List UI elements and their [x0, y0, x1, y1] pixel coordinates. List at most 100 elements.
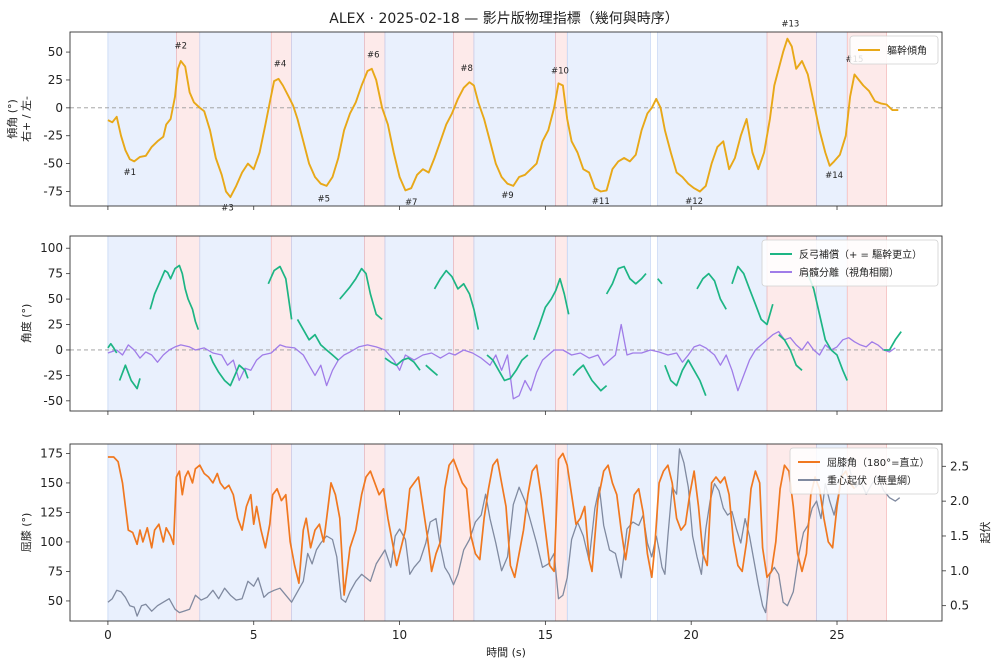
phase-band [364, 236, 386, 411]
right-tick-label: 1.5 [950, 529, 969, 543]
phase-band [453, 236, 475, 411]
event-annotation: #4 [274, 60, 287, 70]
right-tick-label: 0.5 [950, 599, 969, 613]
y-tick-label: 50 [48, 594, 63, 608]
legend-label: 重心起伏（無量綱） [827, 474, 917, 487]
event-annotation: #13 [781, 19, 799, 29]
phase-band [657, 32, 768, 206]
phase-band [291, 236, 365, 411]
phase-band [473, 236, 556, 411]
event-annotation: #2 [175, 42, 188, 52]
counter-series-line [433, 269, 480, 330]
legend-box [789, 447, 939, 495]
phase-band [107, 236, 177, 411]
event-annotation: #8 [460, 64, 473, 74]
phase-band [657, 444, 768, 621]
y-tick-label: -50 [43, 394, 63, 408]
phase-band [566, 444, 651, 621]
knee-series-line [107, 452, 856, 596]
event-annotation: #9 [501, 191, 514, 201]
y-tick-label: 100 [40, 535, 63, 549]
x-tick-label: 20 [684, 628, 699, 642]
counter-series-line [883, 331, 902, 351]
legend-label: 反弓補償（+ = 驅幹更立） [799, 248, 922, 261]
phase-band [473, 444, 556, 621]
phase-band [107, 32, 177, 206]
event-annotation: #14 [825, 171, 843, 181]
counter-series-line [731, 265, 774, 326]
y-axis-label: 右+ / 左- [19, 96, 33, 142]
phase-band [107, 444, 177, 621]
event-annotation: #7 [405, 198, 418, 208]
right-tick-label: 2.5 [950, 459, 969, 473]
y-tick-label: 50 [48, 45, 63, 59]
phase-band [199, 32, 272, 206]
shoulder-hip-series-line [107, 323, 896, 400]
event-annotation: #12 [685, 197, 703, 207]
counter-series-line [296, 318, 339, 361]
phase-band [384, 32, 454, 206]
phase-band [270, 236, 292, 411]
chart-title: ALEX · 2025-02-18 — 影片版物理指標（幾何與時序） [329, 11, 678, 27]
legend-box [761, 239, 939, 287]
x-tick-label: 5 [250, 628, 258, 642]
counter-series-line [657, 278, 663, 285]
phase-band [199, 444, 272, 621]
y-tick-label: -75 [43, 185, 63, 199]
phase-band [364, 444, 386, 621]
event-annotation: #5 [317, 195, 330, 205]
axes-frame [69, 31, 943, 207]
plot-area [107, 444, 901, 621]
counter-series-line [572, 364, 608, 392]
plot-area [70, 32, 942, 206]
right-axis-label: 起伏 [978, 522, 992, 544]
legend-label: 屈膝角（180°=直立） [827, 456, 929, 469]
phase-band [176, 32, 201, 206]
y-axis-label: 角度 (°) [19, 304, 33, 344]
counter-series-line [696, 272, 727, 310]
counter-series-line [107, 342, 118, 354]
event-annotation: #1 [124, 168, 137, 178]
y-tick-label: 150 [40, 476, 63, 490]
counter-series-line [149, 264, 200, 330]
counter-series-line [486, 354, 529, 382]
legend: 軀幹傾角 [849, 35, 939, 65]
y-tick-label: 125 [40, 505, 63, 519]
y-tick-label: 0 [55, 101, 63, 115]
right-tick-label: 2.0 [950, 494, 969, 508]
phase-band [657, 236, 768, 411]
legend-label: 軀幹傾角 [887, 44, 927, 57]
y-tick-label: -50 [43, 157, 63, 171]
y-tick-label: 75 [48, 267, 63, 281]
right-tick-label: 1.0 [950, 564, 969, 578]
y-tick-label: 100 [40, 241, 63, 255]
legend-label: 肩髖分離（視角相關） [799, 266, 899, 279]
y-tick-label: 50 [48, 292, 63, 306]
y-axis-label: 傾角 (°) [5, 99, 19, 139]
event-annotation: #3 [221, 203, 234, 213]
counter-series-line [664, 359, 707, 397]
counter-series-line [384, 357, 421, 371]
phase-band [453, 32, 475, 206]
tilt-series-line [107, 37, 899, 199]
x-tick-label: 15 [538, 628, 553, 642]
counter-series-line [605, 265, 647, 295]
x-tick-label: 0 [104, 628, 112, 642]
y-tick-label: -25 [43, 368, 63, 382]
y-tick-label: 0 [55, 343, 63, 357]
axes-frame [69, 235, 943, 412]
phase-band [270, 32, 292, 206]
phase-band [555, 32, 568, 206]
tilt-panel: #1#2#3#4#5#6#7#8#9#10#11#12#13#14#155025… [5, 19, 943, 213]
event-annotation: #11 [592, 197, 610, 207]
x-axis-label: 時間 (s) [486, 646, 526, 659]
event-annotation: #6 [367, 51, 380, 61]
phase-band [473, 32, 556, 206]
x-tick-label: 10 [392, 628, 407, 642]
phase-band [766, 32, 817, 206]
counter-series-line [209, 354, 249, 387]
phase-band [384, 444, 454, 621]
y-tick-label: 175 [40, 446, 63, 460]
counter-series-line [532, 277, 570, 341]
